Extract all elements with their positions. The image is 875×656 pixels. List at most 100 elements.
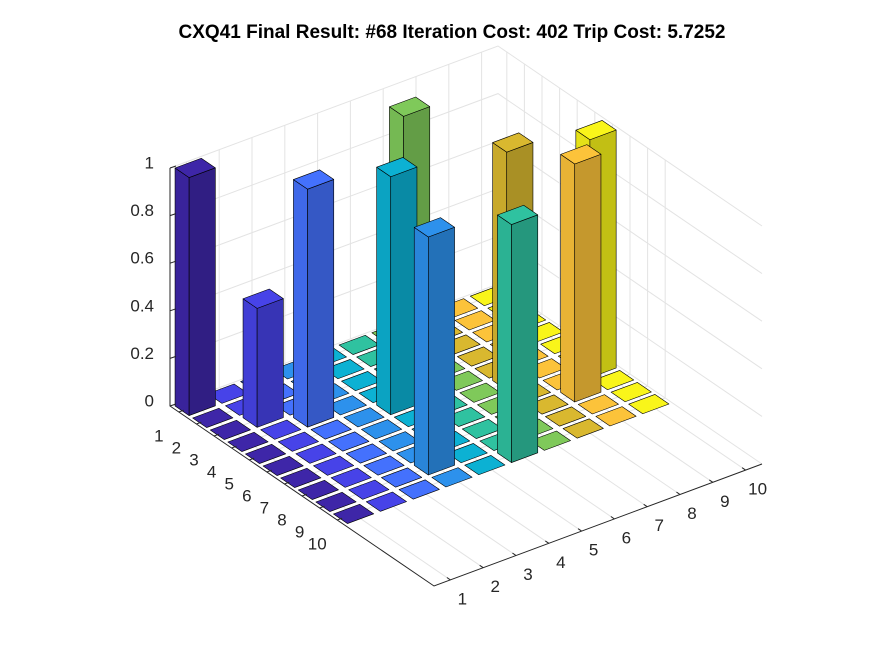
z-tick-label: 0 <box>145 391 154 410</box>
bar-side <box>293 179 308 428</box>
bar-top <box>242 288 284 309</box>
grid-line <box>169 93 763 275</box>
x-tick-label: 1 <box>458 589 467 608</box>
y-tick-label: 6 <box>242 486 251 505</box>
bar-top <box>295 443 337 464</box>
bar-side <box>174 167 190 416</box>
bar <box>325 395 367 416</box>
bar <box>529 430 571 451</box>
bar-top <box>333 503 375 524</box>
x-tick <box>676 491 681 495</box>
bar <box>577 394 619 415</box>
y-tick-label: 5 <box>224 474 233 493</box>
y-tick-label: 4 <box>207 462 216 481</box>
bar-top <box>262 455 304 476</box>
z-tick-label: 0.4 <box>130 296 154 315</box>
bar-top <box>492 132 534 153</box>
x-tick <box>512 552 517 556</box>
bar <box>295 443 337 464</box>
x-tick <box>544 540 550 544</box>
y-tick <box>337 517 343 521</box>
bar-top <box>361 419 403 440</box>
bar <box>343 407 385 428</box>
bar <box>277 431 319 452</box>
bar-top <box>529 430 571 451</box>
bar <box>363 455 405 476</box>
z-tick <box>169 403 177 407</box>
bar-top <box>365 491 407 512</box>
bar <box>398 479 440 500</box>
z-tick <box>169 213 177 217</box>
y-tick-label: 7 <box>260 498 269 517</box>
bar <box>345 443 387 464</box>
y-tick <box>266 469 272 473</box>
bar-top <box>545 406 587 427</box>
bar <box>242 288 284 428</box>
y-tick <box>213 433 220 437</box>
bar <box>593 370 635 391</box>
z-tick <box>169 308 177 312</box>
bar <box>562 418 604 439</box>
bar-top <box>345 443 387 464</box>
bar <box>413 217 455 476</box>
bar <box>497 204 539 463</box>
bar-top <box>431 467 473 488</box>
bar <box>174 157 216 416</box>
bar <box>280 467 322 488</box>
z-tick-label: 0.2 <box>130 344 154 363</box>
bar-top <box>389 96 431 117</box>
bar-top <box>497 204 539 225</box>
bar-top <box>413 217 455 238</box>
bar-top <box>464 455 506 476</box>
z-tick <box>169 260 177 264</box>
bar-top <box>593 370 635 391</box>
x-tick-label: 8 <box>687 504 696 523</box>
grid-line <box>169 45 763 227</box>
bar-top <box>192 407 234 428</box>
bar <box>313 455 355 476</box>
bar-front <box>307 179 335 428</box>
z-tick <box>169 165 177 169</box>
bar <box>260 419 302 440</box>
y-tick <box>196 421 202 425</box>
bar <box>628 394 670 415</box>
bar <box>315 491 357 512</box>
bar-top <box>328 431 370 452</box>
y-tick-label: 2 <box>172 438 181 457</box>
bar-top <box>325 395 367 416</box>
x-tick <box>479 564 484 569</box>
z-tick-label: 1 <box>145 153 154 172</box>
bar <box>209 419 251 440</box>
y-tick <box>178 409 184 413</box>
bar-top <box>562 418 604 439</box>
bar <box>262 455 304 476</box>
x-tick <box>577 528 582 532</box>
bar <box>446 443 488 464</box>
bar-top <box>280 467 322 488</box>
bar <box>328 431 370 452</box>
x-tick-label: 5 <box>589 541 598 560</box>
bar-front <box>188 167 216 416</box>
bar-front <box>256 298 284 428</box>
z-tick-label: 0.6 <box>130 249 154 268</box>
bar-top <box>363 455 405 476</box>
bar-top <box>209 419 251 440</box>
bar <box>310 419 352 440</box>
bar-side <box>560 154 576 403</box>
x-tick-label: 3 <box>523 565 532 584</box>
x-tick <box>446 577 451 581</box>
bar-top <box>381 467 423 488</box>
bar <box>348 479 390 500</box>
bar-top <box>560 144 602 165</box>
bar-top <box>610 382 652 403</box>
x-tick-label: 9 <box>720 492 729 511</box>
bar-top <box>174 157 216 178</box>
bar <box>192 407 234 428</box>
bar-top <box>315 491 357 512</box>
x-tick-label: 10 <box>748 480 767 499</box>
bar <box>595 406 637 427</box>
bar-top <box>297 479 339 500</box>
y-tick-label: 1 <box>154 426 163 445</box>
bar <box>227 431 269 452</box>
